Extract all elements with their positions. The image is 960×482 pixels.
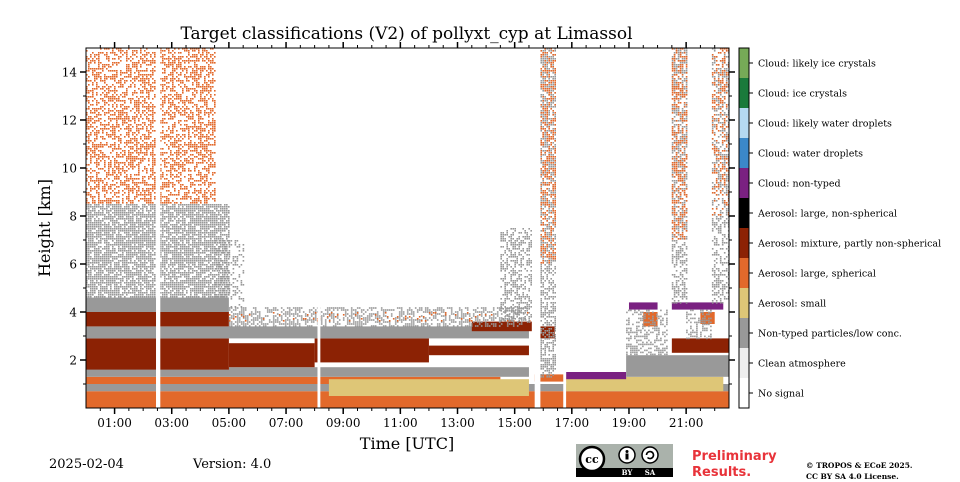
x-tick-label: 17:00	[555, 416, 590, 430]
colorbar-label: Aerosol: large, non-spherical	[757, 209, 897, 220]
cc-icon-text: cc	[585, 453, 599, 466]
class-region	[626, 355, 729, 377]
class-region	[86, 326, 529, 338]
colorbar: Cloud: likely ice crystals Cloud: ice cry…	[739, 48, 941, 408]
colorbar-swatch	[739, 228, 749, 258]
x-tick-label: 01:00	[97, 416, 132, 430]
class-region	[329, 379, 529, 396]
cc-license-badge: cc BY SA	[576, 444, 673, 477]
colorbar-label: Cloud: likely ice crystals	[758, 59, 876, 70]
sa-text: SA	[645, 468, 656, 477]
colorbar-swatch	[739, 138, 749, 168]
colorbar-label: Aerosol: mixture, partly non-spherical	[757, 239, 941, 250]
class-region	[629, 302, 658, 309]
version-label: Version: 4.0	[193, 457, 271, 472]
class-region	[429, 346, 529, 356]
plot-area	[86, 48, 730, 408]
x-tick-label: 07:00	[269, 416, 304, 430]
x-tick-label: 15:00	[497, 416, 532, 430]
colorbar-swatch	[739, 168, 749, 198]
date-label: 2025-02-04	[49, 457, 124, 472]
x-tick-label: 09:00	[326, 416, 361, 430]
no-signal-gap	[156, 48, 160, 408]
license-notice: © TROPOS & ECoE 2025. CC BY SA 4.0 Licen…	[806, 460, 913, 482]
colorbar-label: Cloud: water droplets	[758, 149, 863, 160]
x-tick-label: 05:00	[212, 416, 247, 430]
colorbar-swatch	[739, 198, 749, 228]
class-region	[566, 372, 626, 379]
class-region	[672, 338, 729, 352]
x-tick-label: 11:00	[383, 416, 418, 430]
colorbar-swatch	[739, 78, 749, 108]
y-tick-label: 2	[69, 354, 77, 368]
license-line-1: © TROPOS & ECoE 2025.	[806, 460, 913, 471]
y-tick-label: 14	[62, 66, 78, 80]
y-tick-label: 10	[62, 162, 77, 176]
x-tick-label: 13:00	[440, 416, 475, 430]
colorbar-label: Cloud: non-typed	[758, 179, 841, 190]
colorbar-label: Cloud: ice crystals	[758, 89, 847, 100]
no-signal-gap	[317, 48, 320, 408]
no-signal-gap	[535, 48, 541, 408]
preliminary-notice: Preliminary Results.	[692, 449, 777, 481]
y-tick-label: 8	[69, 210, 77, 224]
y-tick-label: 4	[69, 306, 77, 320]
colorbar-label: Clean atmosphere	[758, 359, 846, 370]
colorbar-swatch	[739, 348, 749, 378]
y-axis-label: Height [km]	[35, 179, 54, 277]
colorbar-label: Aerosol: small	[757, 299, 826, 310]
x-tick-label: 21:00	[669, 416, 704, 430]
colorbar-label: Cloud: likely water droplets	[758, 119, 892, 130]
preliminary-line-1: Preliminary	[692, 449, 777, 465]
class-region	[472, 322, 532, 332]
colorbar-label: Aerosol: large, spherical	[757, 269, 876, 280]
class-region	[315, 338, 429, 362]
class-region	[672, 302, 723, 309]
preliminary-line-2: Results.	[692, 465, 777, 481]
y-tick-label: 12	[62, 114, 77, 128]
colorbar-swatch	[739, 258, 749, 288]
x-tick-label: 03:00	[154, 416, 189, 430]
license-line-2: CC BY SA 4.0 License.	[806, 471, 913, 482]
colorbar-label: Non-typed particles/low conc.	[758, 329, 902, 340]
colorbar-swatch	[739, 48, 749, 78]
by-text: BY	[622, 468, 634, 477]
x-tick-label: 19:00	[612, 416, 647, 430]
chart-title: Target classifications (V2) of pollyxt_c…	[86, 24, 727, 44]
sa-icon	[642, 447, 658, 463]
colorbar-swatch	[739, 108, 749, 138]
colorbar-swatch	[739, 288, 749, 318]
colorbar-swatch	[739, 378, 749, 408]
y-tick-label: 6	[69, 258, 77, 272]
colorbar-label: No signal	[758, 389, 804, 400]
colorbar-swatch	[739, 318, 749, 348]
class-region	[229, 343, 315, 367]
no-signal-gap	[563, 48, 566, 408]
x-axis-label: Time [UTC]	[360, 434, 454, 453]
